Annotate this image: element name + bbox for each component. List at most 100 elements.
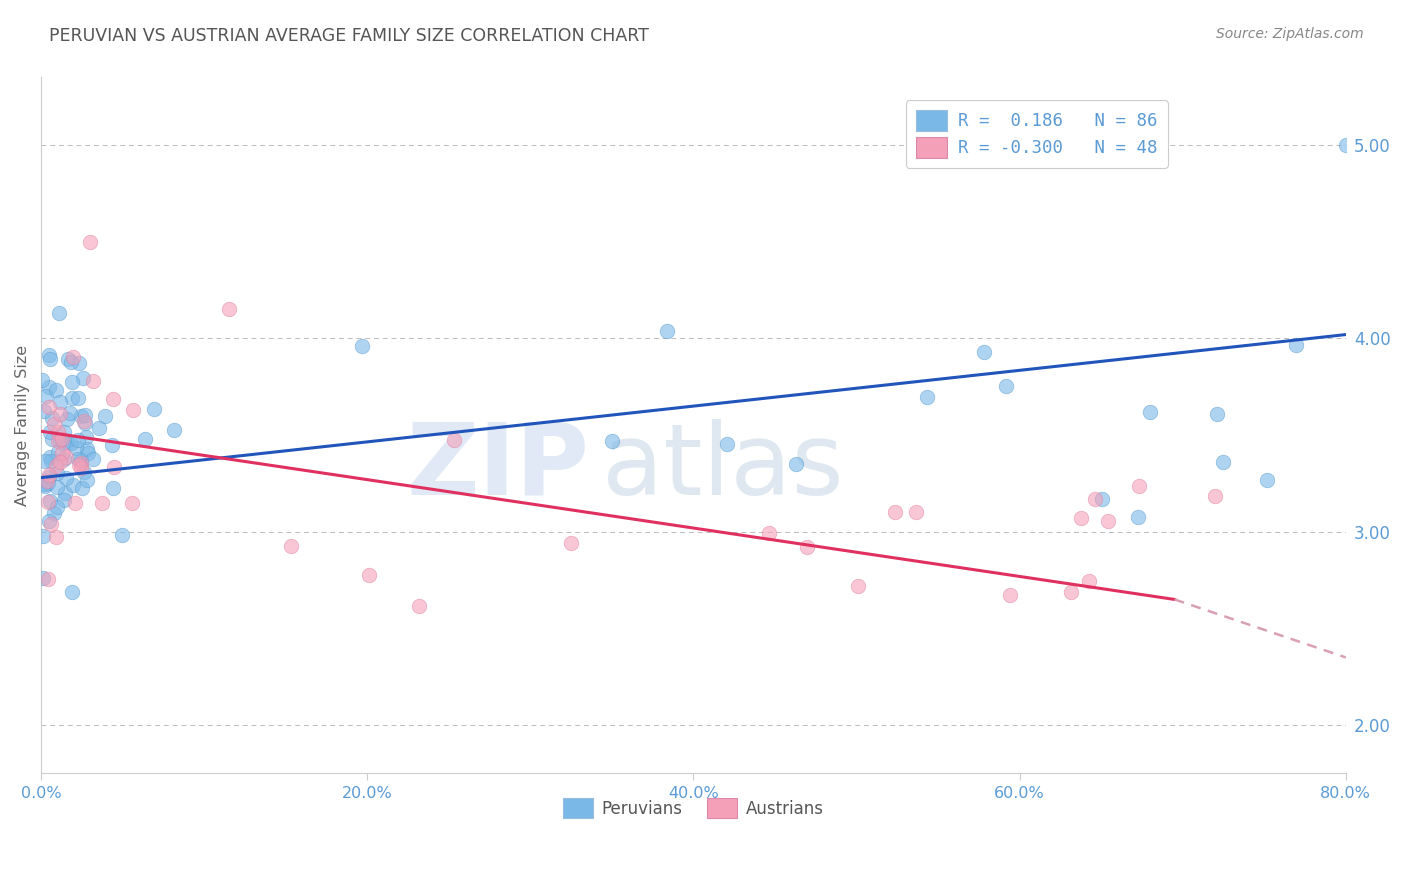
Point xyxy=(38,470,60,484)
Point xyxy=(357,568,380,582)
Point xyxy=(1204,490,1226,504)
Point xyxy=(62,351,84,365)
Point xyxy=(785,457,807,471)
Point xyxy=(52,492,75,507)
Point xyxy=(34,454,56,468)
Text: PERUVIAN VS AUSTRIAN AVERAGE FAMILY SIZE CORRELATION CHART: PERUVIAN VS AUSTRIAN AVERAGE FAMILY SIZE… xyxy=(49,27,650,45)
Point xyxy=(39,517,62,532)
Point xyxy=(48,444,70,458)
Point xyxy=(63,496,86,510)
Point xyxy=(1285,338,1308,352)
Point xyxy=(82,374,104,388)
Point xyxy=(350,338,373,352)
Point xyxy=(72,371,94,385)
Point xyxy=(998,588,1021,602)
Point xyxy=(37,495,59,509)
Point xyxy=(56,412,79,426)
Point xyxy=(48,306,70,320)
Point xyxy=(39,450,62,464)
Point xyxy=(101,438,124,452)
Point xyxy=(51,446,73,460)
Point xyxy=(45,383,67,397)
Point xyxy=(142,402,165,417)
Point xyxy=(38,467,60,482)
Point xyxy=(600,434,623,449)
Point xyxy=(1091,492,1114,507)
Text: atlas: atlas xyxy=(602,418,844,516)
Point xyxy=(62,391,84,405)
Point xyxy=(34,477,56,491)
Point xyxy=(101,392,124,407)
Point xyxy=(655,324,678,338)
Point xyxy=(38,425,60,439)
Point xyxy=(443,433,465,447)
Point xyxy=(121,496,143,510)
Point xyxy=(35,474,58,488)
Point xyxy=(34,479,56,493)
Point xyxy=(995,379,1018,393)
Point xyxy=(41,453,63,467)
Point xyxy=(67,356,90,370)
Point xyxy=(41,410,63,425)
Point xyxy=(1334,138,1357,153)
Point xyxy=(1084,491,1107,506)
Point xyxy=(32,403,55,417)
Point xyxy=(70,409,93,423)
Point xyxy=(134,432,156,446)
Point xyxy=(87,421,110,435)
Point xyxy=(90,496,112,510)
Point xyxy=(163,423,186,437)
Point xyxy=(67,434,90,448)
Point xyxy=(73,414,96,428)
Point xyxy=(56,351,79,366)
Point xyxy=(31,571,53,585)
Point xyxy=(560,536,582,550)
Legend: Peruvians, Austrians: Peruvians, Austrians xyxy=(557,792,831,824)
Point xyxy=(75,430,97,444)
Point xyxy=(38,348,60,362)
Point xyxy=(53,486,76,500)
Point xyxy=(1126,510,1149,524)
Point xyxy=(38,514,60,528)
Point xyxy=(103,459,125,474)
Point xyxy=(37,476,59,491)
Point xyxy=(73,416,96,430)
Point xyxy=(60,584,83,599)
Point xyxy=(46,466,69,480)
Point xyxy=(1256,473,1278,487)
Point xyxy=(1128,479,1150,493)
Point xyxy=(280,539,302,553)
Point xyxy=(66,452,89,467)
Point xyxy=(82,452,104,467)
Point xyxy=(716,436,738,450)
Point xyxy=(62,478,84,492)
Point xyxy=(101,481,124,495)
Point xyxy=(1212,455,1234,469)
Point xyxy=(1060,585,1083,599)
Point xyxy=(76,473,98,487)
Point xyxy=(44,506,66,520)
Point xyxy=(35,389,58,403)
Point xyxy=(46,500,69,514)
Point xyxy=(49,455,72,469)
Point xyxy=(79,235,101,249)
Point xyxy=(41,432,63,446)
Point xyxy=(758,525,780,540)
Point xyxy=(915,390,938,404)
Point xyxy=(45,458,67,473)
Point xyxy=(52,452,75,467)
Point xyxy=(49,433,72,447)
Point xyxy=(38,380,60,394)
Point xyxy=(905,505,928,519)
Point xyxy=(38,400,60,414)
Point xyxy=(1077,574,1099,588)
Point xyxy=(1205,408,1227,422)
Point xyxy=(66,391,89,405)
Point xyxy=(55,471,77,485)
Point xyxy=(69,453,91,467)
Point xyxy=(46,425,69,439)
Point xyxy=(69,461,91,475)
Point xyxy=(122,403,145,417)
Point xyxy=(973,344,995,359)
Point xyxy=(59,406,82,420)
